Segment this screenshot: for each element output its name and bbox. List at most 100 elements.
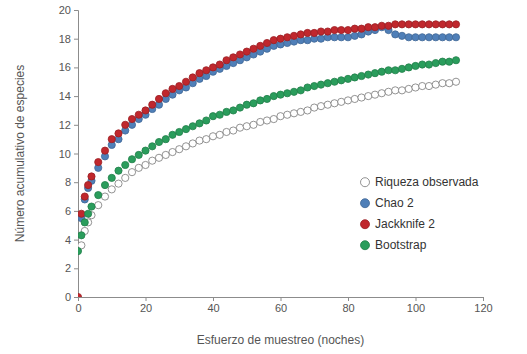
point — [203, 67, 210, 74]
point — [311, 104, 318, 111]
point — [162, 90, 169, 97]
point — [412, 62, 419, 69]
y-tick: 20 — [59, 4, 78, 16]
point — [122, 121, 129, 128]
x-tick-label: 40 — [207, 302, 219, 314]
point — [311, 82, 318, 89]
point — [223, 128, 230, 135]
point — [149, 157, 156, 164]
point — [324, 80, 331, 87]
point — [182, 126, 189, 133]
y-tick-label: 14 — [59, 90, 71, 102]
point — [236, 124, 243, 131]
point — [223, 57, 230, 64]
point — [297, 87, 304, 94]
y-tick: 18 — [59, 33, 78, 45]
point — [304, 29, 311, 36]
point — [243, 48, 250, 55]
x-axis-line — [79, 298, 484, 302]
point — [196, 70, 203, 77]
point — [216, 61, 223, 68]
point — [392, 67, 399, 74]
legend-label: Bootstrap — [375, 238, 427, 252]
point — [108, 186, 115, 193]
point — [446, 21, 453, 28]
point — [182, 78, 189, 85]
point — [78, 247, 82, 254]
point — [419, 21, 426, 28]
y-tick-label: 2 — [65, 262, 71, 274]
y-tick: 0 — [65, 291, 78, 303]
point — [209, 64, 216, 71]
x-tick: 60 — [275, 297, 287, 314]
point — [351, 74, 358, 81]
point — [142, 147, 149, 154]
point — [284, 34, 291, 41]
point — [263, 95, 270, 102]
y-tick: 4 — [65, 234, 78, 246]
point — [135, 151, 142, 158]
point — [209, 113, 216, 120]
point — [270, 93, 277, 100]
point — [78, 232, 85, 239]
point — [88, 203, 95, 210]
point — [439, 58, 446, 65]
point — [189, 140, 196, 147]
x-tick-mark — [213, 297, 214, 301]
y-tick-mark — [74, 268, 78, 269]
x-tick: 40 — [207, 297, 219, 314]
point — [284, 111, 291, 118]
y-tick: 8 — [65, 176, 78, 188]
point — [284, 90, 291, 97]
point — [351, 95, 358, 102]
point — [189, 123, 196, 130]
point — [452, 57, 459, 64]
point — [432, 81, 439, 88]
point — [311, 29, 318, 36]
point — [365, 24, 372, 31]
point — [101, 147, 108, 154]
point — [392, 31, 399, 38]
y-tick: 14 — [59, 90, 78, 102]
point — [446, 34, 453, 41]
y-tick-label: 16 — [59, 61, 71, 73]
point — [81, 219, 88, 226]
point — [263, 39, 270, 46]
point — [216, 131, 223, 138]
x-tick: 20 — [140, 297, 152, 314]
point — [78, 293, 82, 297]
point — [169, 85, 176, 92]
x-tick: 0 — [75, 297, 81, 314]
y-tick-label: 4 — [65, 234, 71, 246]
point — [378, 68, 385, 75]
point — [270, 37, 277, 44]
y-tick-label: 18 — [59, 33, 71, 45]
point — [365, 71, 372, 78]
point — [115, 180, 122, 187]
point — [344, 34, 351, 41]
x-tick-mark — [146, 297, 147, 301]
point — [344, 75, 351, 82]
point — [95, 159, 102, 166]
point — [392, 87, 399, 94]
point — [223, 108, 230, 115]
point — [398, 87, 405, 94]
y-tick-mark — [74, 39, 78, 40]
legend: Riqueza observadaChao 2Jackknife 2Bootst… — [361, 175, 479, 252]
point — [128, 156, 135, 163]
point — [344, 97, 351, 104]
y-tick-label: 10 — [59, 148, 71, 160]
y-axis: 02468101214161820 — [59, 4, 79, 303]
point — [250, 100, 257, 107]
y-tick: 12 — [59, 119, 78, 131]
x-tick-label: 60 — [275, 302, 287, 314]
legend-item: Jackknife 2 — [361, 217, 436, 231]
x-tick: 120 — [474, 297, 492, 314]
point — [182, 143, 189, 150]
point — [338, 77, 345, 84]
legend-item: Bootstrap — [361, 238, 427, 252]
point — [196, 120, 203, 127]
point — [236, 51, 243, 58]
point — [250, 121, 257, 128]
series — [78, 24, 460, 222]
